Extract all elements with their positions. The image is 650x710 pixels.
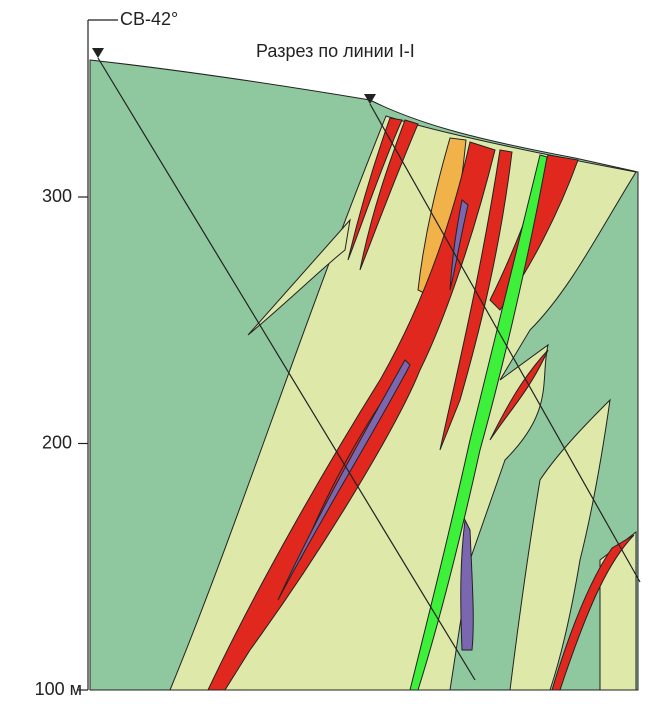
direction-label: СВ-42°	[120, 9, 178, 29]
section-title: Разрез по линии I-I	[256, 41, 415, 61]
section-diagram: СВ-42° Разрез по линии I-I 300 200 100 м	[0, 0, 650, 710]
tick-label: 300	[42, 186, 72, 206]
tick-label: 200	[42, 432, 72, 452]
tick-label: 100 м	[35, 679, 82, 699]
elevation-axis: 300 200 100 м	[35, 186, 88, 699]
borehole-mark	[92, 48, 104, 58]
